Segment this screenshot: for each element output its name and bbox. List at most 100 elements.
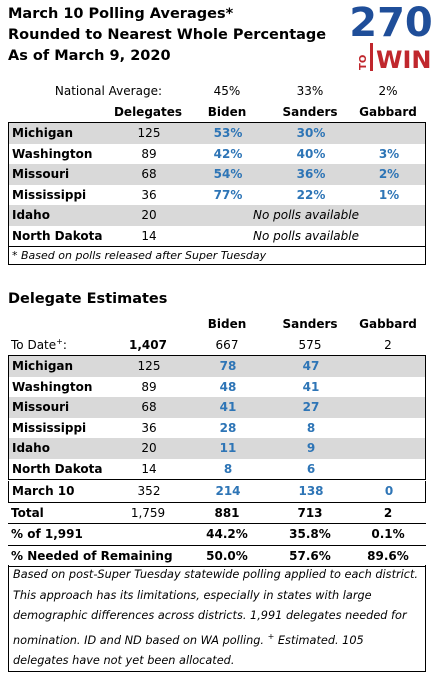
title-line: Rounded to Nearest Whole Percentage <box>8 27 327 43</box>
to-date-row: To Date+: 1,407 667 575 2 <box>8 335 426 356</box>
cell: 14 <box>141 461 157 476</box>
table-row: Idaho 20 No polls available <box>9 205 425 226</box>
title-line: As of March 9, 2020 <box>8 48 171 64</box>
row-label: North Dakota <box>12 228 103 243</box>
polling-table: National Average: 45% 33% 2% Delegates Biden S… <box>8 81 426 265</box>
row-label: North Dakota <box>12 461 103 476</box>
logo-win: WIN <box>376 46 432 72</box>
row-label: Michigan <box>12 359 74 374</box>
label-part: To Date <box>11 338 57 353</box>
cell: 89 <box>141 146 157 161</box>
table-row: Michigan 125 78 47 <box>9 356 425 377</box>
header-row: Delegates Biden Sanders Gabbard <box>8 102 426 123</box>
row-label: Michigan <box>12 126 74 141</box>
table-row: Washington 89 42% 40% 3% <box>9 144 425 165</box>
cell: 138 <box>298 484 324 499</box>
estimates-table: Biden Sanders Gabbard To Date+: 1,407 667 575 2… <box>8 314 426 567</box>
column-header: Sanders <box>282 317 338 332</box>
note-part: Based on post-Super Tuesday statewide po… <box>13 568 419 647</box>
cell: 1,407 <box>129 337 167 352</box>
logo-to: TO <box>358 55 369 70</box>
cell: 352 <box>137 484 161 499</box>
label-part: : <box>62 338 67 353</box>
cell: 54% <box>213 167 243 182</box>
header-row: Biden Sanders Gabbard <box>8 314 426 335</box>
row-label: Idaho <box>12 441 50 456</box>
cell: 575 <box>298 337 322 352</box>
cell: 8 <box>306 420 316 435</box>
row-label: Missouri <box>12 167 70 182</box>
note: Based on post-Super Tuesday statewide po… <box>8 565 426 673</box>
row-label: To Date+: <box>8 337 112 352</box>
row-label: Washington <box>12 146 93 161</box>
column-header: Biden <box>207 317 247 332</box>
cell: 36 <box>141 420 157 435</box>
cell: 89 <box>141 379 157 394</box>
logo: 270 TO WIN <box>350 2 432 72</box>
cell: 9 <box>306 441 316 456</box>
table-row: Idaho 20 11 9 <box>9 438 425 459</box>
logo-bar <box>370 43 373 71</box>
cell: 2% <box>378 167 400 182</box>
cell: 35.8% <box>289 527 331 542</box>
row-label: Total <box>11 505 44 520</box>
cell: 28 <box>219 420 237 435</box>
cell: 713 <box>297 505 323 520</box>
column-header: Delegates <box>113 104 183 119</box>
table-row: % of 1,991 44.2% 35.8% 0.1% <box>8 524 426 546</box>
cell: 36 <box>141 187 157 202</box>
cell: 20 <box>141 441 157 456</box>
title: March 10 Polling Averages* Rounded to Ne… <box>8 4 326 67</box>
table-row: Missouri 68 54% 36% 2% <box>9 164 425 185</box>
column-header: Gabbard <box>359 104 417 119</box>
cell: 14 <box>141 228 157 243</box>
logo-number: 270 <box>350 2 432 46</box>
cell: 36% <box>296 167 326 182</box>
cell: 41 <box>219 400 237 415</box>
cell: 44.2% <box>206 527 248 542</box>
table-row: % Needed of Remaining 50.0% 57.6% 89.6% <box>8 546 426 567</box>
column-header: Gabbard <box>359 317 417 332</box>
row-label: March 10 <box>12 484 75 499</box>
cell: 77% <box>213 187 243 202</box>
national-label: National Average: <box>54 84 162 99</box>
cell: 3% <box>378 146 400 161</box>
table-row: March 10 352 214 138 0 <box>8 481 426 503</box>
row-label: % of 1,991 <box>11 527 83 542</box>
row-label: % Needed of Remaining <box>11 548 173 563</box>
column-header: Biden <box>207 104 247 119</box>
row-label: Missouri <box>12 400 70 415</box>
table-row: Mississippi 36 77% 22% 1% <box>9 185 425 206</box>
cell: 22% <box>296 187 326 202</box>
cell: 57.6% <box>289 548 331 563</box>
cell: 30% <box>296 126 326 141</box>
cell: 214 <box>215 484 241 499</box>
table-body: Michigan 125 78 47 Washington 89 48 41 Missouri 6… <box>8 356 426 480</box>
table-row: Mississippi 36 28 8 <box>9 418 425 439</box>
cell: 125 <box>137 359 161 374</box>
table-row: Missouri 68 41 27 <box>9 397 425 418</box>
cell: 0 <box>384 484 394 499</box>
cell: 42% <box>213 146 243 161</box>
cell: 48 <box>219 379 237 394</box>
cell: 89.6% <box>367 548 409 563</box>
table-row: Michigan 125 53% 30% <box>9 123 425 144</box>
note-part: Estimated. 105 delegates have not yet be… <box>13 633 364 667</box>
section-title: Delegate Estimates <box>8 291 168 307</box>
cell: 50.0% <box>206 548 248 563</box>
cell: 667 <box>215 337 239 352</box>
cell: 6 <box>306 461 316 476</box>
footnote: * Based on polls released after Super Tu… <box>9 246 425 264</box>
cell: 881 <box>214 505 240 520</box>
national-value: 2% <box>378 84 398 99</box>
cell: 53% <box>213 126 243 141</box>
cell: 20 <box>141 208 157 223</box>
table-row: North Dakota 14 8 6 <box>9 459 425 480</box>
table-row: Washington 89 48 41 <box>9 377 425 398</box>
table-row: North Dakota 14 No polls available <box>9 226 425 247</box>
cell: 78 <box>219 359 237 374</box>
cell: 68 <box>141 400 157 415</box>
note-cell: No polls available <box>253 228 359 243</box>
row-label: Washington <box>12 379 93 394</box>
